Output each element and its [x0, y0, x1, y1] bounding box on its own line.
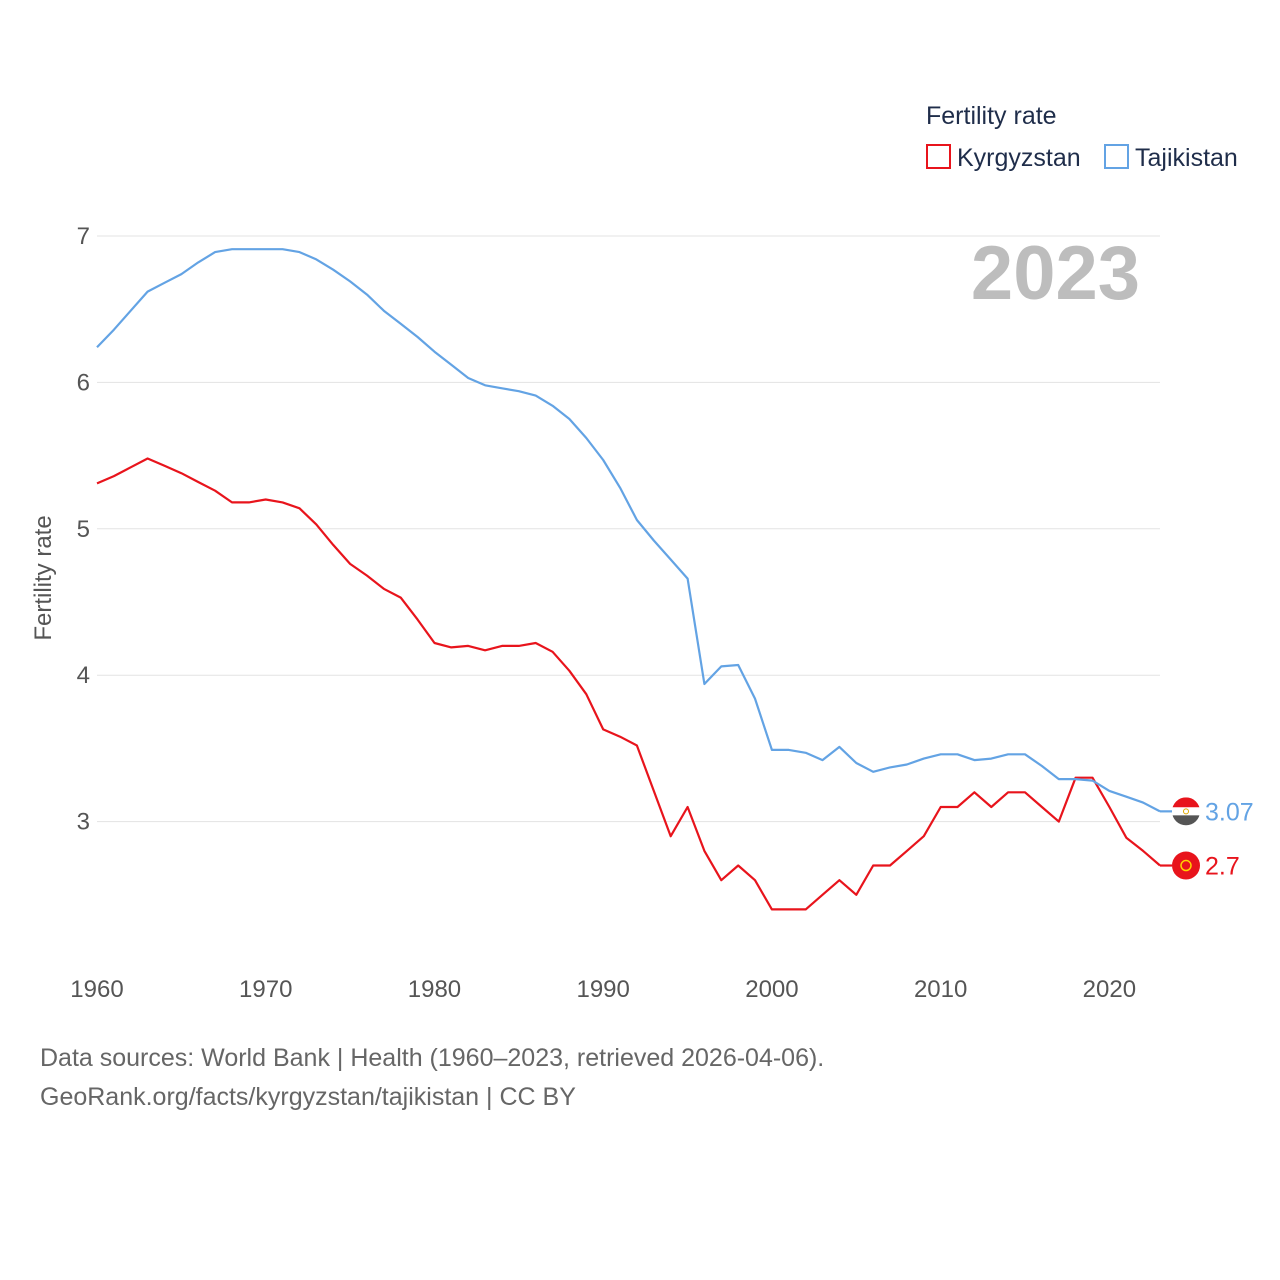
x-tick-label: 2010 [914, 976, 967, 1003]
end-markers: 2.7 3.07 [1160, 797, 1254, 881]
x-tick-label: 2000 [745, 976, 798, 1003]
x-tick-label: 1980 [408, 976, 461, 1003]
tajikistan-flag-icon [1172, 797, 1200, 826]
series-layer [96, 248, 1161, 911]
y-tick-label: 5 [77, 516, 90, 543]
x-tick-label: 1990 [576, 976, 629, 1003]
year-display: 2023 [971, 231, 1140, 316]
y-axis-ticks: 3 4 5 6 7 [77, 223, 90, 836]
series-line-tajikistan [96, 248, 1161, 813]
y-tick-label: 3 [77, 809, 90, 836]
legend-label-kyrgyzstan[interactable]: Kyrgyzstan [957, 144, 1081, 172]
series-line-kyrgyzstan [96, 457, 1161, 911]
footer-link[interactable]: GeoRank.org/facts/kyrgyzstan/tajikistan … [40, 1083, 576, 1111]
y-tick-label: 6 [77, 369, 90, 396]
x-axis-ticks: 1960 1970 1980 1990 2000 2010 2020 [70, 976, 1136, 1003]
legend-swatch-kyrgyzstan [926, 144, 951, 169]
legend: Fertility rate Kyrgyzstan Tajikistan [926, 102, 1238, 172]
x-tick-label: 2020 [1083, 976, 1136, 1003]
x-tick-label: 1960 [70, 976, 123, 1003]
kyrgyzstan-flag-icon [1172, 851, 1200, 880]
end-value-kyrgyzstan: 2.7 [1205, 853, 1240, 881]
y-axis-label: Fertility rate [30, 515, 57, 640]
legend-swatch-tajikistan [1104, 144, 1129, 169]
grid-lines [97, 235, 1160, 823]
end-value-tajikistan: 3.07 [1205, 798, 1254, 826]
footer-sources: Data sources: World Bank | Health (1960–… [40, 1044, 825, 1072]
x-tick-label: 1970 [239, 976, 292, 1003]
y-tick-label: 7 [77, 223, 90, 250]
legend-label-tajikistan[interactable]: Tajikistan [1135, 144, 1238, 172]
legend-title: Fertility rate [926, 102, 1057, 130]
y-tick-label: 4 [77, 662, 90, 689]
